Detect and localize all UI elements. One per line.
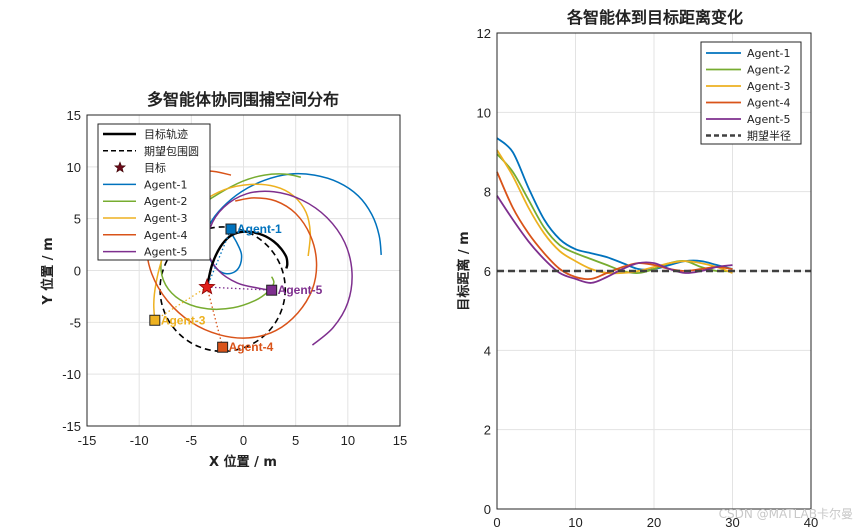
right-y-tick-label: 0 bbox=[484, 502, 491, 517]
link-agent-5 bbox=[206, 286, 272, 291]
right-y-tick-label: 12 bbox=[477, 26, 491, 41]
left-x-tick-label: -10 bbox=[130, 433, 149, 448]
left-x-tick-label: 15 bbox=[393, 433, 407, 448]
left-legend-entry: Agent-2 bbox=[144, 195, 188, 208]
agent-label-agent-5: Agent-5 bbox=[278, 283, 323, 297]
left-x-tick-label: 0 bbox=[240, 433, 247, 448]
endpoint-marker-agent-3 bbox=[149, 314, 161, 326]
left-y-tick-label: -5 bbox=[69, 315, 81, 330]
distance-line-agent-3 bbox=[496, 149, 733, 275]
left-y-axis-label: Y 位置 / m bbox=[40, 237, 56, 305]
right-chart-title: 各智能体到目标距离变化 bbox=[566, 8, 743, 27]
left-tick-labels: -15 -10 -5 0 5 10 15 -15 -10 -5 0 5 10 15 bbox=[62, 108, 407, 448]
right-legend-entry: Agent-4 bbox=[747, 97, 791, 110]
watermark-text: CSDN @MATLAB卡尔曼 bbox=[719, 506, 853, 521]
left-legend-entry: Agent-5 bbox=[144, 246, 188, 259]
left-legend-box bbox=[97, 123, 211, 261]
left-y-tick-label: 0 bbox=[74, 264, 81, 279]
left-legend-entry: 目标轨迹 bbox=[144, 127, 188, 141]
right-legend-entry: Agent-1 bbox=[747, 47, 791, 60]
right-x-tick-label: 30 bbox=[725, 515, 739, 528]
right-legend: Agent-1 Agent-2 Agent-3 Agent-4 Agent-5 期望半径 bbox=[700, 41, 802, 145]
link-agent-1 bbox=[206, 228, 232, 288]
right-y-tick-label: 10 bbox=[477, 105, 491, 120]
right-legend-entry: 期望半径 bbox=[747, 129, 791, 143]
left-y-tick-label: -15 bbox=[62, 419, 81, 434]
right-x-tick-label: 10 bbox=[568, 515, 582, 528]
right-x-tick-label: 20 bbox=[647, 515, 661, 528]
endpoint-marker-agent-1 bbox=[225, 223, 237, 235]
left-x-tick-label: 5 bbox=[292, 433, 299, 448]
left-legend-entry: 目标 bbox=[144, 161, 166, 175]
right-legend-box bbox=[700, 41, 802, 145]
endpoint-marker-agent-4 bbox=[217, 341, 229, 353]
right-y-tick-label: 4 bbox=[484, 343, 491, 358]
agent-label-agent-1: Agent-1 bbox=[237, 222, 282, 236]
endpoint-marker-agent-5 bbox=[266, 284, 278, 296]
trajectory-agent-5 bbox=[206, 190, 353, 346]
right-axes-box bbox=[496, 32, 812, 510]
left-legend-entry: Agent-4 bbox=[144, 229, 188, 242]
left-y-tick-label: 10 bbox=[67, 160, 81, 175]
left-x-tick-label: -5 bbox=[186, 433, 198, 448]
right-y-tick-label: 2 bbox=[484, 423, 491, 438]
distance-line-agent-5 bbox=[496, 195, 733, 284]
agent-label-agent-4: Agent-4 bbox=[229, 340, 274, 354]
target-trajectory bbox=[205, 230, 289, 288]
left-y-tick-label: -10 bbox=[62, 367, 81, 382]
left-legend-entry: Agent-3 bbox=[144, 212, 188, 225]
left-y-tick-label: 5 bbox=[74, 212, 81, 227]
right-x-tick-label: 0 bbox=[493, 515, 500, 528]
right-plot-area bbox=[496, 137, 811, 284]
left-chart-title: 多智能体协同围捕空间分布 bbox=[147, 90, 339, 109]
target-star-marker bbox=[198, 277, 216, 295]
left-legend-entry: Agent-1 bbox=[144, 178, 188, 191]
agent-label-agent-3: Agent-3 bbox=[161, 313, 206, 327]
left-x-tick-label: -15 bbox=[78, 433, 97, 448]
left-axes-box bbox=[86, 114, 401, 427]
left-legend-entry: 期望包围圆 bbox=[144, 145, 199, 158]
distance-line-agent-4 bbox=[496, 171, 733, 281]
left-y-tick-label: 15 bbox=[67, 108, 81, 123]
right-legend-entry: Agent-5 bbox=[747, 113, 791, 126]
trajectory-agent-2 bbox=[160, 173, 302, 311]
right-legend-entry: Agent-2 bbox=[747, 64, 791, 77]
distance-line-agent-1 bbox=[496, 137, 733, 271]
right-x-tick-label: 40 bbox=[804, 515, 818, 528]
spatial-distribution-chart: 多智能体协同围捕空间分布 Agent-1 Agent-3 Agent-4 Agent-… bbox=[40, 90, 407, 470]
right-y-axis-label: 目标距离 / m bbox=[456, 231, 472, 310]
right-tick-labels: 0 10 20 30 40 0 2 4 6 8 10 12 bbox=[477, 26, 819, 528]
left-x-axis-label: X 位置 / m bbox=[209, 454, 277, 470]
link-agent-4 bbox=[206, 286, 224, 348]
right-y-tick-label: 6 bbox=[484, 264, 491, 279]
right-legend-entry: Agent-3 bbox=[747, 80, 791, 93]
distance-line-agent-2 bbox=[496, 153, 733, 274]
right-y-tick-label: 8 bbox=[484, 185, 491, 200]
left-x-tick-label: 10 bbox=[341, 433, 355, 448]
left-legend-star-swatch bbox=[113, 161, 127, 173]
